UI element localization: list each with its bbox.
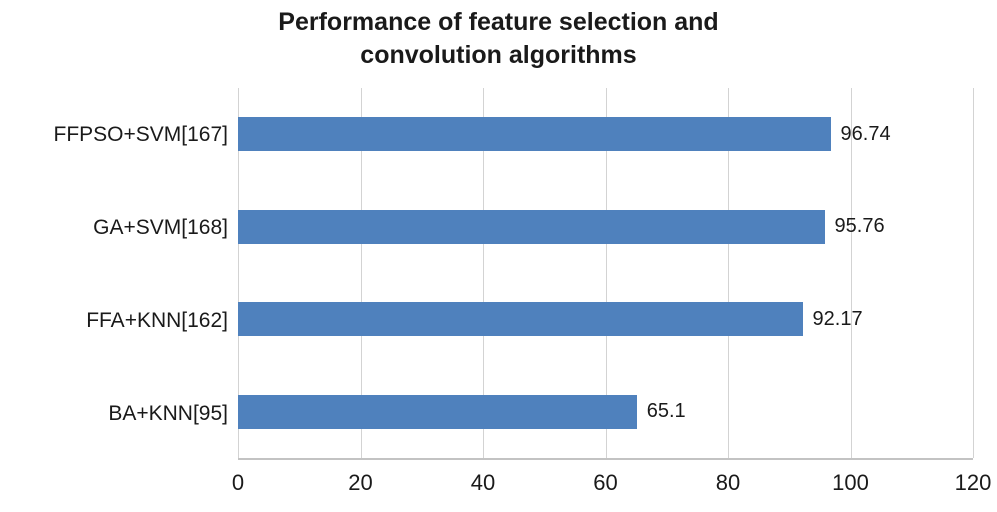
category-axis: FFPSO+SVM[167] GA+SVM[168] FFA+KNN[162] BA+… — [0, 88, 238, 460]
gridline — [850, 88, 852, 458]
bar-row: 96.74 — [238, 117, 973, 152]
category-label: GA+SVM[168] — [93, 215, 228, 239]
x-tick-label: 60 — [593, 470, 618, 495]
bars-container: 96.74 95.76 92.17 65.1 — [238, 88, 973, 458]
bar — [238, 117, 831, 152]
bar — [238, 394, 637, 429]
bar — [238, 209, 825, 244]
chart-title: Performance of feature selection and con… — [0, 6, 997, 71]
bar — [238, 302, 803, 337]
x-tick-label: 120 — [954, 470, 992, 495]
x-tick-label: 20 — [348, 470, 373, 495]
bar-value-label: 92.17 — [812, 307, 863, 330]
bar-value-label: 65.1 — [646, 400, 686, 423]
category-label: FFPSO+SVM[167] — [53, 122, 228, 146]
x-tick-label: 80 — [715, 470, 741, 495]
gridline — [483, 88, 484, 458]
gridline — [605, 88, 607, 458]
gridline — [360, 88, 362, 458]
bar-row: 92.17 — [238, 302, 973, 337]
x-tick-label: 100 — [832, 470, 869, 495]
plot-area: 96.74 95.76 92.17 65.1 0 20 40 60 80 100 120 — [232, 88, 991, 495]
gridline — [728, 88, 729, 458]
bar-value-label: 96.74 — [840, 122, 891, 145]
x-tick-label: 40 — [470, 470, 496, 495]
x-tick-label: 0 — [231, 470, 245, 495]
category-label: FFA+KNN[162] — [86, 308, 228, 332]
category-label: BA+KNN[95] — [108, 401, 228, 425]
chart-title-line-1: Performance of feature selection and — [278, 8, 719, 36]
gridline — [973, 88, 974, 458]
chart-body: FFPSO+SVM[167] GA+SVM[168] FFA+KNN[162] BA+… — [0, 88, 991, 495]
chart-title-line-2: convolution algorithms — [360, 40, 637, 69]
gridline — [238, 88, 239, 458]
bar-row: 65.1 — [238, 394, 973, 429]
x-axis: 0 20 40 60 80 100 120 — [232, 470, 991, 500]
bar-row: 95.76 — [238, 209, 973, 244]
bar-value-label: 95.76 — [834, 215, 885, 238]
